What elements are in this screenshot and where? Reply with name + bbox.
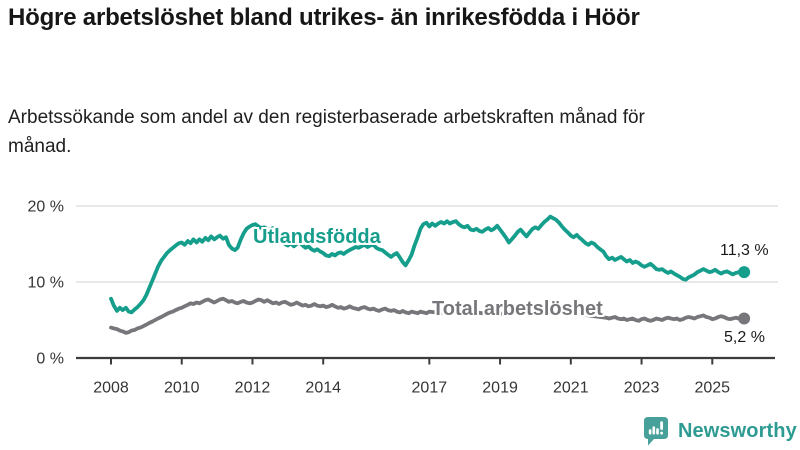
chart-subtitle: Arbetssökande som andel av den registerb… — [8, 107, 645, 157]
x-tick-label: 2025 — [694, 379, 730, 396]
x-tick-label: 2021 — [553, 379, 589, 396]
x-tick-label: 2008 — [93, 379, 129, 396]
series-label-total-arbetsloshet: Total arbetslöshet — [432, 298, 603, 320]
series-end-dot-0 — [738, 266, 751, 279]
x-tick-label: 2019 — [482, 379, 518, 396]
newsworthy-logo: Newsworthy — [643, 416, 797, 446]
series-end-dot-1 — [738, 312, 751, 325]
end-value-total: 5,2 % — [724, 329, 765, 346]
y-tick-label: 20 % — [28, 199, 64, 216]
series-label-utlandsfodda: Utlandsfödda — [253, 226, 381, 248]
series-line-1 — [109, 296, 746, 335]
x-tick-label: 2023 — [624, 379, 660, 396]
x-tick-label: 2014 — [305, 379, 341, 396]
y-tick-label: 10 % — [28, 275, 64, 292]
newsworthy-bar-chart-bubble-icon — [644, 417, 668, 446]
end-value-utlandsfodda: 11,3 % — [720, 242, 769, 259]
x-tick-label: 2017 — [412, 379, 448, 396]
newsworthy-logo-text: Newsworthy — [678, 419, 797, 442]
page-title: Högre arbetslöshet bland utrikes- än inr… — [8, 4, 640, 31]
series-line-0 — [109, 214, 746, 315]
y-tick-label: 0 % — [36, 351, 64, 368]
x-tick-label: 2010 — [164, 379, 200, 396]
x-tick-label: 2012 — [235, 379, 271, 396]
